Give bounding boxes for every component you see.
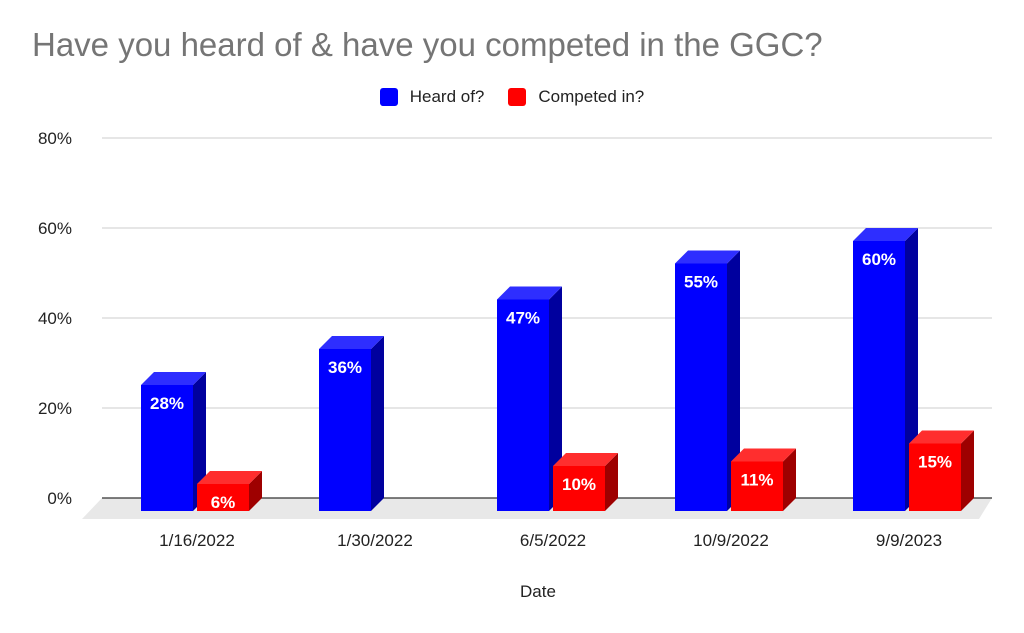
bar-heard-of [675,263,727,511]
data-label: 36% [328,358,362,377]
bar-heard-of-side [727,250,740,511]
y-tick-label: 60% [38,219,72,238]
bar-heard-of [853,241,905,511]
legend-item-competed-in: Competed in? [508,87,644,107]
chart-legend: Heard of? Competed in? [0,87,1024,107]
bar-competed-in [731,461,783,511]
data-label: 28% [150,394,184,413]
legend-label-competed-in: Competed in? [538,87,645,106]
y-tick-label: 80% [38,129,72,148]
bar-competed-in-side [961,430,974,511]
bar-heard-of-top [497,286,562,300]
bar-heard-of [141,385,193,511]
x-tick-label: 9/9/2023 [876,531,942,550]
bar-heard-of [319,349,371,511]
data-label: 47% [506,309,540,328]
legend-swatch-competed-in [508,88,527,106]
bar-competed-in-side [605,453,618,511]
legend-item-heard-of: Heard of? [379,87,485,107]
legend-swatch-heard-of [379,88,398,106]
x-axis-title: Date [520,582,556,601]
bar-heard-of-side [193,372,206,511]
bar-heard-of-top [675,250,740,264]
bar-competed-in [909,443,961,511]
bar-competed-in-top [731,448,796,462]
data-label: 6% [211,493,236,512]
bar-competed-in-side [783,448,796,511]
bar-heard-of-side [371,336,384,511]
bar-heard-of-top [141,372,206,385]
bar-competed-in-side [249,471,262,511]
bar-heard-of-top [853,228,918,241]
bar-competed-in-top [909,430,974,444]
y-tick-label: 20% [38,399,72,418]
y-tick-label: 0% [47,489,72,508]
x-tick-label: 1/30/2022 [337,531,413,550]
chart-title: Have you heard of & have you competed in… [32,26,823,63]
data-label: 15% [918,453,952,472]
x-tick-label: 1/16/2022 [159,531,235,550]
legend-label-heard-of: Heard of? [409,87,485,106]
x-tick-label: 10/9/2022 [693,531,769,550]
bar-heard-of-side [549,286,562,511]
data-label: 60% [862,250,896,269]
bar-competed-in-top [197,471,262,484]
data-label: 55% [684,273,718,292]
data-label: 10% [562,475,596,494]
x-tick-label: 6/5/2022 [520,531,586,550]
bar-competed-in [197,484,249,511]
bar-competed-in [553,466,605,511]
bar-heard-of-top [319,336,384,349]
bar-competed-in-top [553,453,618,466]
y-tick-label: 40% [38,309,72,328]
bar-heard-of [497,299,549,511]
data-label: 11% [740,471,773,490]
